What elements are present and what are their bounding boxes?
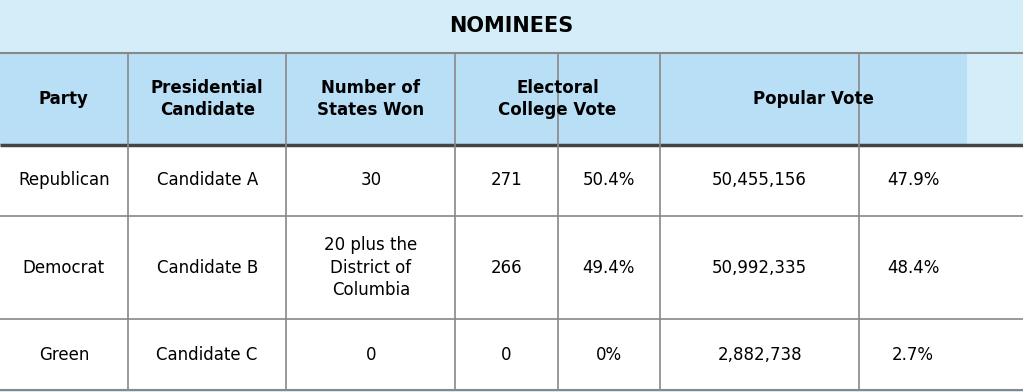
Text: Party: Party bbox=[39, 90, 89, 108]
Text: NOMINEES: NOMINEES bbox=[449, 16, 574, 36]
Text: 48.4%: 48.4% bbox=[887, 259, 939, 276]
Bar bbox=[286, 53, 455, 145]
Text: 50,992,335: 50,992,335 bbox=[712, 259, 807, 276]
Text: 30: 30 bbox=[360, 171, 382, 189]
Text: Green: Green bbox=[39, 346, 89, 364]
Text: 0: 0 bbox=[501, 346, 512, 364]
Bar bbox=[455, 53, 660, 145]
Text: Republican: Republican bbox=[18, 171, 109, 189]
Text: 266: 266 bbox=[491, 259, 522, 276]
Bar bbox=[660, 53, 967, 145]
Text: Presidential
Candidate: Presidential Candidate bbox=[150, 79, 264, 119]
Text: 0: 0 bbox=[365, 346, 376, 364]
Text: Popular Vote: Popular Vote bbox=[753, 90, 874, 108]
Bar bbox=[0, 53, 128, 145]
Text: Democrat: Democrat bbox=[23, 259, 105, 276]
Bar bbox=[0, 0, 1023, 53]
Bar bbox=[0, 145, 1023, 216]
Text: 47.9%: 47.9% bbox=[887, 171, 939, 189]
Text: 49.4%: 49.4% bbox=[582, 259, 635, 276]
Text: 2,882,738: 2,882,738 bbox=[717, 346, 802, 364]
Text: 50,455,156: 50,455,156 bbox=[712, 171, 807, 189]
Text: Candidate A: Candidate A bbox=[157, 171, 258, 189]
Text: 2.7%: 2.7% bbox=[892, 346, 934, 364]
Text: Candidate C: Candidate C bbox=[157, 346, 258, 364]
Text: Candidate B: Candidate B bbox=[157, 259, 258, 276]
Bar bbox=[0, 319, 1023, 390]
Text: 50.4%: 50.4% bbox=[582, 171, 635, 189]
Bar bbox=[0, 216, 1023, 319]
Text: 0%: 0% bbox=[595, 346, 622, 364]
Text: Number of
States Won: Number of States Won bbox=[317, 79, 425, 119]
Text: 20 plus the
District of
Columbia: 20 plus the District of Columbia bbox=[324, 236, 417, 299]
Text: Electoral
College Vote: Electoral College Vote bbox=[498, 79, 617, 119]
Bar bbox=[128, 53, 286, 145]
Text: 271: 271 bbox=[490, 171, 523, 189]
